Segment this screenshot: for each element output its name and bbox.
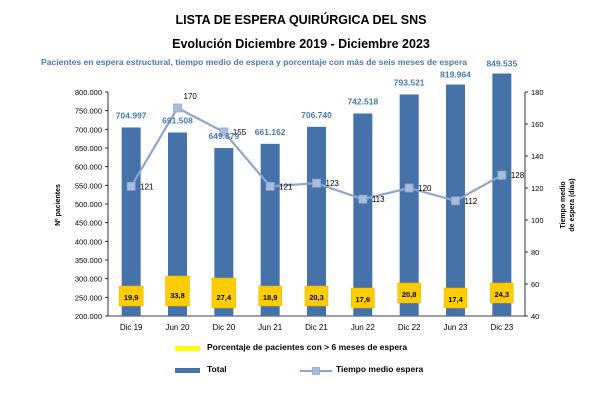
y-left-tick-label: 450.000 [75, 219, 102, 228]
legend-swatch-pct [175, 346, 200, 351]
pct-label: 18,9 [263, 293, 278, 302]
line-value-label: 128 [511, 171, 525, 180]
y-right-tick-label: 80 [531, 248, 539, 257]
y-axis-right-label: Tiempo medio [560, 181, 567, 228]
line-value-label: 113 [372, 195, 385, 204]
y-left-tick-label: 800.000 [75, 88, 102, 97]
chart-title: LISTA DE ESPERA QUIRÚRGICA DEL SNS [175, 13, 427, 27]
x-tick-label: Dic 19 [120, 323, 143, 332]
y-right-tick-label: 60 [531, 280, 539, 289]
y-left-tick-label: 600.000 [75, 163, 102, 172]
pct-label: 19,9 [124, 293, 139, 302]
legend-label-line: Tiempo medio espera [336, 364, 424, 374]
y-left-tick-label: 550.000 [75, 181, 102, 190]
line-value-label: 121 [140, 182, 154, 191]
y-left-tick-label: 400.000 [75, 237, 102, 246]
bar-value-label: 742.518 [347, 96, 378, 106]
line-marker [126, 181, 136, 191]
y-right-tick-label: 40 [531, 312, 539, 321]
x-tick-label: Dic 21 [305, 323, 328, 332]
y-right-tick-label: 160 [531, 120, 544, 129]
legend-swatch-total [175, 368, 200, 373]
pct-label: 33,8 [170, 291, 185, 300]
legend-label-total: Total [207, 364, 227, 374]
x-tick-label: Dic 20 [212, 323, 235, 332]
bar-value-label: 793.521 [394, 77, 425, 87]
line-marker [173, 103, 182, 113]
pct-label: 20,8 [402, 290, 417, 299]
pct-label: 27,4 [217, 293, 232, 302]
line-marker [219, 127, 229, 137]
pct-label: 24,3 [495, 290, 510, 299]
bar-total [353, 113, 373, 316]
x-tick-label: Jun 20 [165, 323, 190, 332]
x-tick-label: Jun 21 [258, 323, 283, 332]
line-value-label: 123 [326, 179, 340, 188]
x-tick-label: Dic 22 [398, 323, 421, 332]
line-value-label: 121 [279, 182, 293, 191]
y-right-tick-label: 180 [531, 88, 544, 97]
pct-box [165, 275, 190, 307]
y-left-tick-label: 300.000 [75, 275, 102, 284]
bar-value-label: 849.535 [486, 59, 517, 69]
bar-total [214, 148, 234, 316]
line-marker [497, 170, 507, 180]
y-left-tick-label: 700.000 [75, 125, 102, 134]
chart-subtitle: Evolución Diciembre 2019 - Diciembre 202… [172, 37, 430, 51]
bar-total [307, 126, 326, 316]
pct-label: 20,3 [309, 293, 324, 302]
pct-box [443, 287, 468, 309]
bar-value-label: 661.162 [255, 127, 286, 137]
line-value-label: 155 [233, 128, 247, 137]
line-value-label: 112 [465, 197, 478, 206]
line-marker [265, 181, 275, 191]
pct-box [258, 285, 282, 307]
y-left-tick-label: 200.000 [75, 312, 102, 321]
chart-caption: Pacientes en espera estructural, tiempo … [41, 57, 468, 67]
y-right-tick-label: 120 [531, 184, 544, 193]
bar-total [121, 127, 141, 316]
y-axis-left-label: Nº pacientes [55, 184, 62, 226]
y-left-tick-label: 500.000 [75, 200, 102, 209]
x-tick-label: Jun 22 [351, 323, 376, 332]
line-marker [404, 183, 414, 193]
pct-box [211, 277, 237, 309]
bar-total [399, 94, 419, 316]
bar-total [492, 73, 512, 317]
bar-value-label: 819.964 [440, 70, 471, 80]
x-tick-label: Dic 23 [490, 323, 513, 332]
pct-label: 17,4 [448, 295, 463, 304]
bar-total [168, 132, 187, 316]
legend-swatch-line [300, 367, 332, 375]
y-axis-right-label-line2: de espera (días) [569, 178, 576, 231]
y-right-tick-label: 140 [531, 152, 544, 161]
line-marker [358, 194, 368, 204]
y-right-tick-label: 100 [531, 216, 544, 225]
x-tick-label: Jun 23 [443, 323, 468, 332]
pct-box [351, 287, 375, 309]
y-left-tick-label: 250.000 [75, 293, 102, 302]
line-value-label: 120 [418, 184, 432, 193]
bar-value-label: 691.508 [162, 116, 193, 126]
legend-label-pct: Porcentaje de pacientes con > 6 meses de… [207, 342, 408, 352]
bar-value-label: 704.997 [116, 110, 147, 120]
bar-value-label: 706.740 [301, 110, 332, 120]
bar-value-label: 649.879 [208, 131, 239, 141]
y-left-tick-label: 750.000 [75, 107, 102, 116]
y-left-tick-label: 350.000 [75, 256, 102, 265]
pct-box [490, 282, 514, 304]
pct-label: 17,6 [356, 295, 371, 304]
line-marker [312, 178, 321, 188]
pct-box [304, 285, 329, 307]
pct-box [118, 285, 144, 307]
line-value-label: 170 [184, 92, 198, 101]
line-marker [451, 196, 460, 206]
pct-box [397, 282, 421, 304]
y-left-tick-label: 650.000 [75, 144, 102, 153]
